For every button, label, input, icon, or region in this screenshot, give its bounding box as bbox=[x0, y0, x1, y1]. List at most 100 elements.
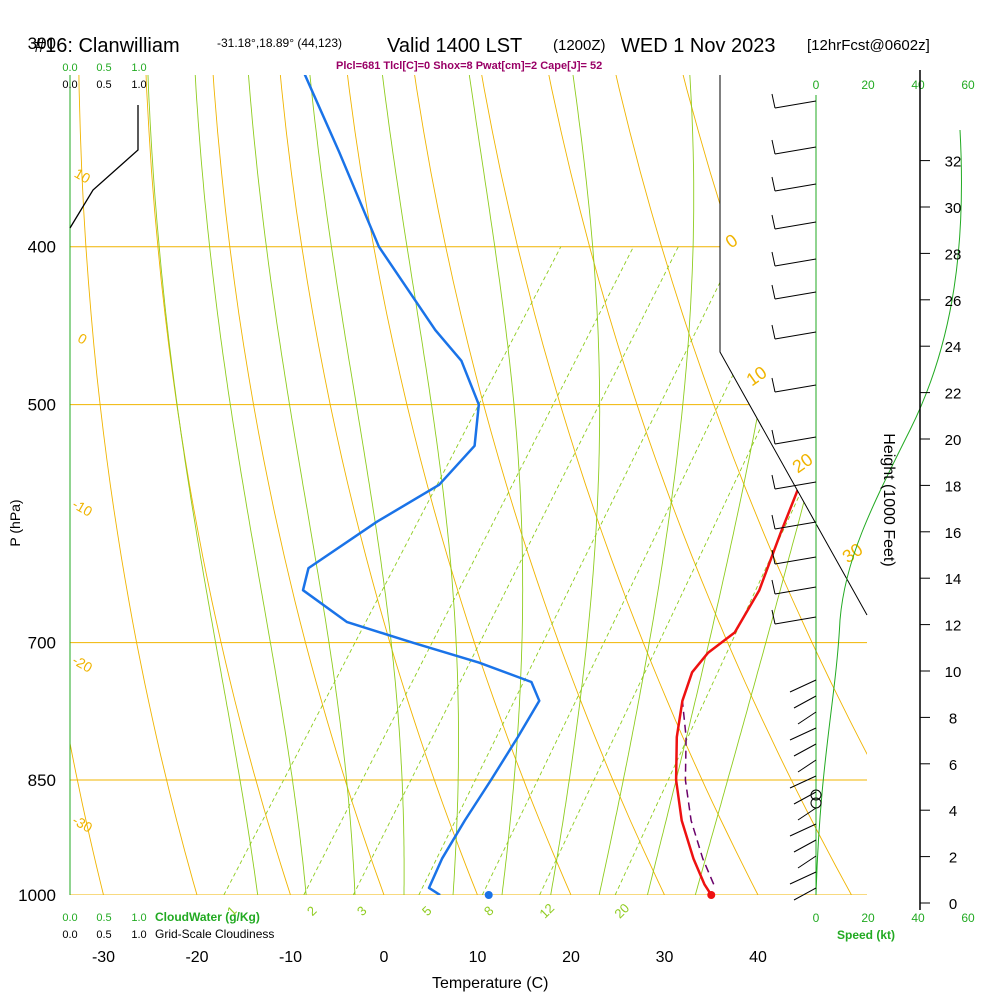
cloudwater-label: CloudWater (g/Kg) bbox=[155, 910, 260, 924]
dry-adiabat bbox=[77, 75, 210, 895]
moist-adiabat-label: 10 bbox=[743, 362, 771, 390]
dry-adiabat bbox=[204, 75, 400, 895]
pressure-tick-label: 700 bbox=[28, 634, 56, 653]
height-tick-label: 12 bbox=[945, 618, 962, 635]
surface-temperature-dot bbox=[707, 891, 716, 899]
wind-barb bbox=[774, 100, 817, 109]
cloudiness-scale-bottom: 0.5 bbox=[96, 929, 111, 941]
wind-barb bbox=[771, 579, 776, 595]
height-tick-label: 22 bbox=[945, 386, 962, 403]
cloudwater-scale-top: 1.0 bbox=[131, 62, 146, 74]
wind-barb bbox=[774, 183, 817, 192]
dry-adiabat bbox=[826, 75, 867, 895]
wind-barb bbox=[771, 139, 776, 155]
wind-barb bbox=[774, 221, 817, 230]
wind-barb bbox=[774, 291, 817, 300]
cloudiness-scale-bottom: 0.0 bbox=[62, 929, 77, 941]
wind-barb bbox=[774, 556, 817, 565]
moist-adiabat-label: 0 bbox=[722, 230, 742, 252]
station-coords: -31.18°,18.89° (44,123) bbox=[217, 36, 342, 50]
cloudwater-scale-top: 0.5 bbox=[96, 62, 111, 74]
speed-tick-top: 0 bbox=[813, 78, 820, 92]
pressure-tick-label: 850 bbox=[28, 771, 56, 790]
dewpoint-trace bbox=[262, 75, 541, 895]
wind-barb-low bbox=[797, 807, 817, 821]
temperature-tick-label: 10 bbox=[469, 949, 487, 966]
height-tick-label: 24 bbox=[945, 339, 962, 356]
cloudiness-trace bbox=[69, 105, 139, 229]
cloudwater-scale-bottom: 0.0 bbox=[62, 912, 77, 924]
forecast-info: [12hrFcst@0602z] bbox=[807, 37, 930, 54]
moist-adiabat bbox=[144, 75, 264, 895]
wind-barb bbox=[774, 586, 817, 595]
moist-adiabat bbox=[683, 75, 867, 895]
mixing-ratio-line bbox=[614, 246, 867, 895]
mixing-ratio-line bbox=[223, 246, 562, 895]
pressure-tick-label: 400 bbox=[28, 238, 56, 257]
pressure-tick-label: 500 bbox=[28, 396, 56, 415]
wind-barb bbox=[771, 176, 776, 192]
temperature-tick-label: -30 bbox=[92, 949, 115, 966]
moist-adiabat bbox=[188, 75, 311, 895]
wind-barb-low bbox=[789, 823, 817, 837]
height-tick-label: 20 bbox=[945, 432, 962, 449]
mixing-ratio-label: 5 bbox=[419, 903, 435, 919]
moist-adiabat bbox=[295, 75, 405, 895]
wind-barb bbox=[774, 436, 817, 445]
forecast-date: WED 1 Nov 2023 bbox=[621, 35, 776, 57]
height-tick-label: 26 bbox=[945, 293, 962, 310]
moist-adiabat-label: 30 bbox=[839, 539, 867, 567]
height-tick-label: 28 bbox=[945, 246, 962, 263]
wind-barb bbox=[774, 331, 817, 340]
wind-speed-trace bbox=[815, 129, 963, 896]
moist-adiabat bbox=[445, 75, 524, 895]
pressure-tick-label: 1000 bbox=[18, 886, 56, 905]
wind-barb-low bbox=[793, 887, 817, 901]
temperature-tick-label: -10 bbox=[279, 949, 302, 966]
dry-adiabat bbox=[639, 75, 867, 895]
mixing-ratio-line bbox=[352, 246, 679, 895]
cloudiness-scale-top: 0.5 bbox=[96, 79, 111, 91]
height-tick-label: 6 bbox=[949, 757, 957, 774]
valid-utc: (1200Z) bbox=[553, 37, 606, 54]
dry-adiabat bbox=[515, 75, 867, 895]
dry-adiabat bbox=[889, 0, 1000, 936]
cloudwater-scale-top: 0.0 bbox=[62, 62, 77, 74]
x-axis-label: Temperature (C) bbox=[432, 975, 548, 992]
wind-barb bbox=[771, 429, 776, 445]
wind-barb-low bbox=[789, 871, 817, 885]
speed-tick-bottom: 20 bbox=[861, 911, 875, 925]
pressure-tick-label: 300 bbox=[28, 34, 56, 53]
wind-barb bbox=[774, 258, 817, 267]
calm-wind-marker bbox=[810, 797, 822, 809]
wind-barb-low bbox=[793, 839, 817, 853]
dry-adiabat-label: -30 bbox=[70, 812, 96, 836]
cloudwater-scale-bottom: 1.0 bbox=[131, 912, 146, 924]
plot-frame bbox=[719, 75, 868, 616]
wind-barb bbox=[771, 214, 776, 230]
height-tick-label: 4 bbox=[949, 803, 957, 820]
wind-barb bbox=[771, 474, 776, 490]
speed-tick-bottom: 40 bbox=[911, 911, 925, 925]
dry-adiabat bbox=[0, 0, 19, 936]
height-tick-label: 10 bbox=[945, 664, 962, 681]
temperature-tick-label: 20 bbox=[562, 949, 580, 966]
moist-adiabat bbox=[363, 75, 459, 895]
wind-barb bbox=[771, 377, 776, 393]
title-bar: #16: Clanwilliam -31.18°,18.89° (44,123)… bbox=[34, 35, 930, 72]
speed-label: Speed (kt) bbox=[837, 928, 895, 942]
dry-adiabat-label: 0 bbox=[75, 330, 90, 348]
temperature-tick-label: 30 bbox=[656, 949, 674, 966]
cloudiness-scale-bottom: 1.0 bbox=[131, 929, 146, 941]
speed-tick-top: 40 bbox=[911, 78, 925, 92]
wind-barb-low bbox=[797, 759, 817, 773]
y-axis-label: P (hPa) bbox=[7, 499, 23, 546]
wind-barb bbox=[774, 146, 817, 155]
height-tick-label: 8 bbox=[949, 710, 957, 727]
dry-adiabat bbox=[142, 75, 305, 895]
mixing-ratio-label: 2 bbox=[304, 903, 320, 919]
height-tick-label: 2 bbox=[949, 850, 957, 867]
wind-barb bbox=[771, 324, 776, 340]
dry-adiabat-label: -10 bbox=[70, 496, 96, 520]
